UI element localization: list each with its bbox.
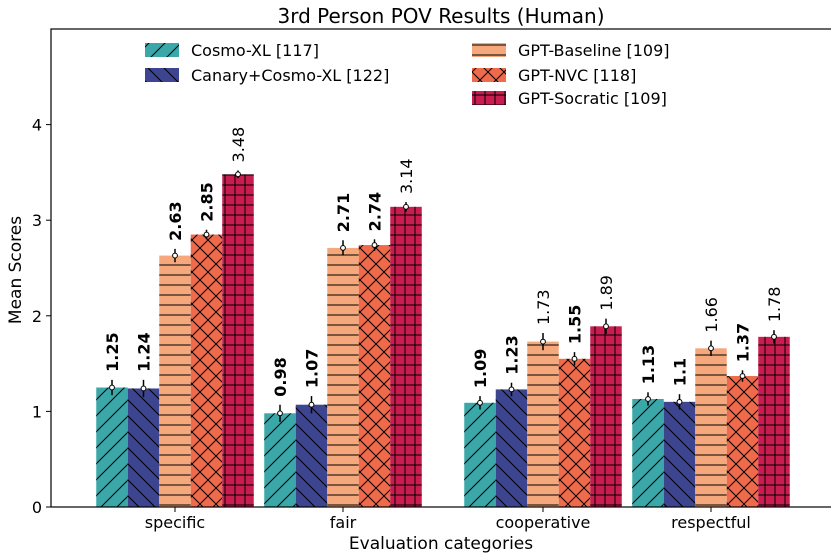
- data-label: 1.73: [534, 289, 553, 325]
- legend-label: GPT-NVC [118]: [518, 66, 636, 85]
- data-label: 1.37: [734, 323, 753, 362]
- y-tick-label: 0: [32, 498, 42, 517]
- error-bar-mean-marker: [340, 245, 346, 251]
- error-bar-mean-marker: [403, 203, 409, 210]
- data-label: 1.24: [135, 332, 154, 371]
- error-bar-mean-marker: [172, 252, 178, 259]
- x-axis-ticks: specific fair cooperative respectful: [145, 507, 751, 532]
- data-label: 2.74: [366, 192, 385, 231]
- legend-swatch-hatch: [145, 68, 179, 82]
- legend-label: GPT-Baseline [109]: [518, 41, 670, 60]
- legend-swatch-hatch: [145, 43, 179, 57]
- bar-hatch: [190, 234, 223, 508]
- y-tick-label: 3: [32, 211, 42, 230]
- bar-hatch: [327, 247, 359, 507]
- data-label: 1.25: [103, 332, 122, 371]
- bar-hatch: [295, 404, 328, 507]
- legend-label: GPT-Socratic [109]: [518, 89, 667, 108]
- legend-item: Canary+Cosmo-XL [122]: [145, 66, 389, 85]
- y-tick-label: 1: [32, 402, 42, 421]
- data-label: 3.14: [397, 158, 416, 194]
- legend-item: GPT-Socratic [109]: [472, 89, 667, 108]
- legend-swatch-hatch: [472, 68, 506, 82]
- legend-swatch-hatch: [472, 43, 506, 57]
- y-tick-label: 2: [32, 307, 42, 326]
- chart-title: 3rd Person POV Results (Human): [277, 4, 604, 28]
- data-label: 1.78: [765, 287, 784, 323]
- data-label: 1.23: [503, 335, 522, 374]
- error-bar-mean-marker: [371, 242, 378, 248]
- error-bar-mean-marker: [676, 398, 683, 405]
- error-bar-mean-marker: [308, 401, 315, 408]
- bar-hatch: [96, 387, 128, 507]
- legend-label: Canary+Cosmo-XL [122]: [191, 66, 389, 85]
- bar-hatch: [495, 389, 528, 507]
- y-axis-ticks: 0 1 2 3 4: [32, 116, 51, 517]
- data-label: 2.85: [198, 182, 217, 221]
- plot-frame: [50, 28, 831, 508]
- error-bar-mean-marker: [508, 386, 515, 393]
- x-tick-label: fair: [330, 513, 357, 532]
- error-bar-mean-marker: [739, 373, 746, 379]
- legend-swatch-hatch: [472, 91, 506, 105]
- bar-hatch: [264, 413, 296, 507]
- data-label: 2.63: [166, 201, 185, 240]
- data-label: 1.1: [671, 358, 690, 386]
- legend: Cosmo-XL [117] Canary+Cosmo-XL [122] GPT-B…: [145, 41, 670, 108]
- bar-hatch: [358, 245, 391, 507]
- error-bar-mean-marker: [203, 231, 210, 238]
- legend-item: GPT-NVC [118]: [472, 66, 636, 85]
- error-bar-mean-marker: [477, 399, 483, 406]
- bars-layer: [96, 174, 790, 508]
- legend-item: GPT-Baseline [109]: [472, 41, 670, 60]
- bar-hatch: [159, 255, 191, 507]
- data-label: 1.09: [471, 349, 490, 388]
- error-bars-layer: [109, 170, 777, 422]
- error-bar-mean-marker: [109, 384, 115, 391]
- legend-label: Cosmo-XL [117]: [191, 41, 319, 60]
- bar-hatch: [758, 336, 790, 507]
- bar-hatch: [663, 401, 696, 507]
- data-label: 1.66: [702, 297, 721, 333]
- bar-hatch: [390, 206, 422, 508]
- bar-hatch: [527, 341, 559, 507]
- error-bar-mean-marker: [277, 410, 283, 417]
- error-bar-mean-marker: [708, 345, 714, 352]
- x-axis-label: Evaluation categories: [349, 534, 533, 554]
- data-label: 2.71: [334, 193, 353, 232]
- x-tick-label: respectful: [671, 513, 751, 532]
- bar-hatch: [695, 348, 727, 507]
- x-tick-label: specific: [145, 513, 205, 532]
- data-label: 3.48: [229, 127, 248, 163]
- data-label: 1.07: [303, 349, 322, 388]
- data-label: 1.55: [566, 305, 585, 344]
- error-bar-mean-marker: [571, 355, 578, 362]
- bar-hatch: [590, 326, 622, 507]
- data-label: 1.89: [597, 275, 616, 311]
- data-labels-layer: 1.25 0.98 1.09 1.13 1.24 1.07 1.23 1.1 2.63 2.71 1…: [103, 127, 784, 397]
- error-bar-mean-marker: [771, 333, 777, 340]
- error-bar-mean-marker: [235, 171, 241, 178]
- error-bar-mean-marker: [603, 323, 609, 330]
- data-label: 1.13: [639, 345, 658, 384]
- data-label: 0.98: [271, 357, 290, 396]
- bar-hatch: [464, 402, 496, 507]
- bar-hatch: [632, 398, 664, 507]
- bar-hatch: [127, 388, 160, 507]
- y-tick-label: 4: [32, 116, 42, 135]
- bar-hatch: [726, 376, 759, 507]
- bar-hatch: [222, 174, 254, 507]
- error-bar-mean-marker: [540, 338, 546, 345]
- y-axis-label: Mean Scores: [6, 216, 26, 324]
- bar-hatch: [558, 358, 591, 507]
- error-bar-mean-marker: [645, 396, 651, 402]
- legend-item: Cosmo-XL [117]: [145, 41, 319, 60]
- x-tick-label: cooperative: [496, 513, 591, 532]
- error-bar-mean-marker: [140, 385, 147, 392]
